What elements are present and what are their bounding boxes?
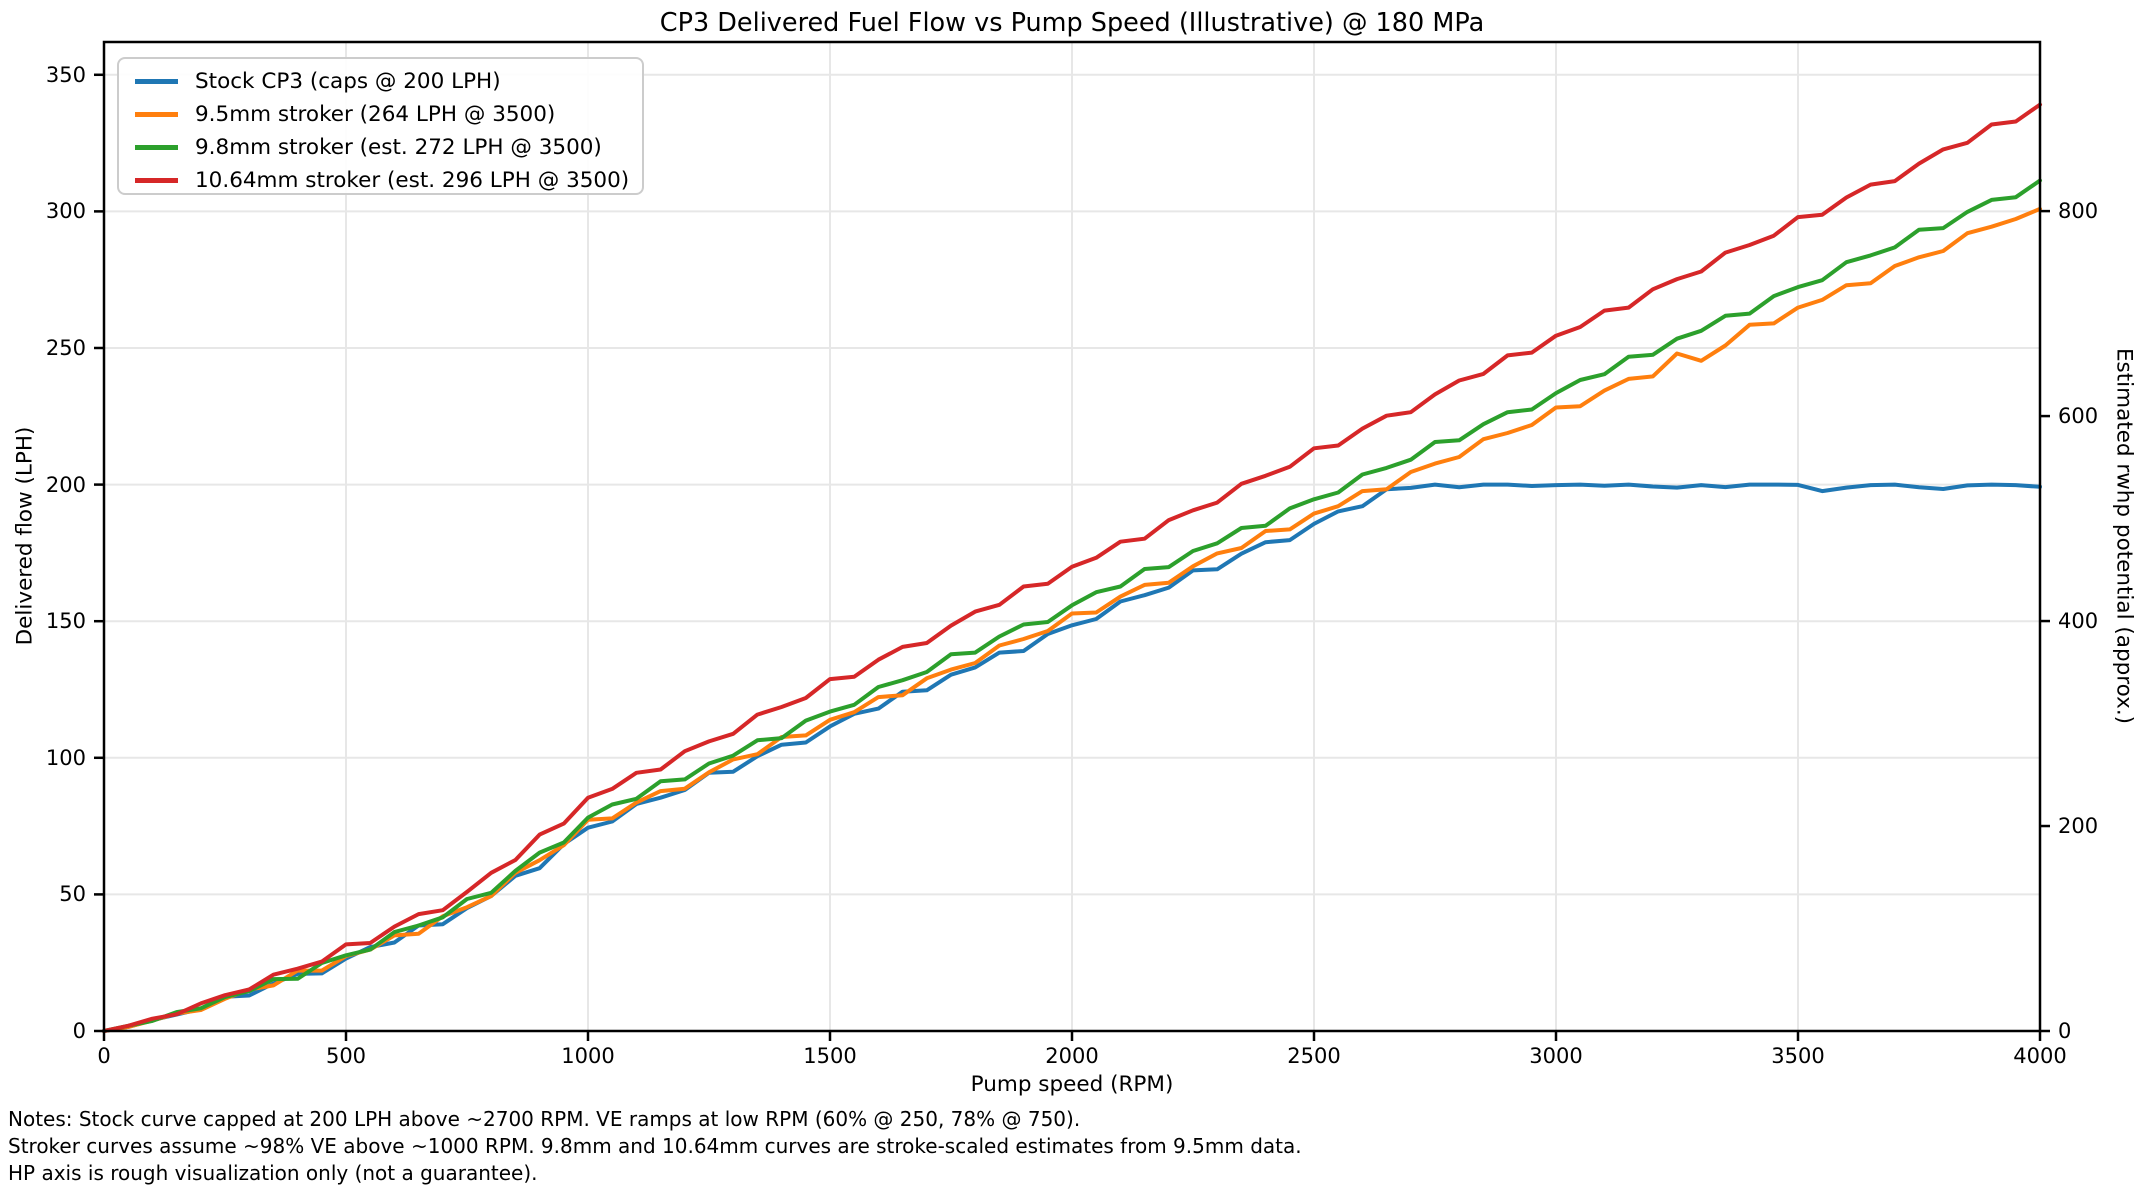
notes-block: Notes: Stock curve capped at 200 LPH abo… [8,1106,1302,1187]
y-tick-label-left: 150 [45,609,86,634]
notes-line-3: HP axis is rough visualization only (not… [8,1161,538,1185]
y-tick-label-right: 0 [2058,1019,2072,1043]
series-line-0 [102,482,2042,1033]
x-tick-label: 3000 [1529,1044,1583,1068]
x-tick-label: 1500 [803,1044,857,1068]
x-tick-label: 500 [325,1044,367,1068]
legend-line-10-64mm [135,178,178,183]
y-tick-label-right: 600 [2058,404,2099,429]
y-tick-label-right: 800 [2058,199,2099,224]
y-tick-label-left: 0 [72,1019,86,1043]
series-line-2 [102,178,2042,1033]
x-axis-label: Pump speed (RPM) [970,1072,1174,1097]
legend-label-9-8mm: 9.8mm stroker (est. 272 LPH @ 3500) [195,135,602,160]
series-line-1 [102,206,2042,1033]
legend-label-stock: Stock CP3 (caps @ 200 LPH) [195,69,501,94]
legend-item-9-8mm: 9.8mm stroker (est. 272 LPH @ 3500) [135,131,642,164]
legend-item-9-5mm: 9.5mm stroker (264 LPH @ 3500) [135,98,642,131]
x-tick-label: 1000 [561,1044,615,1068]
legend-line-9-5mm [135,112,178,117]
notes-line-2: Stroker curves assume ~98% VE above ~100… [8,1134,1302,1158]
axes-spines [102,40,2042,1033]
x-tick-label: 2000 [1045,1044,1099,1068]
legend-line-stock [135,79,178,84]
x-tick-label: 4000 [2013,1044,2067,1068]
series-line-3 [102,102,2042,1033]
x-tick-label: 3500 [1771,1044,1825,1068]
legend-item-10-64mm: 10.64mm stroker (est. 296 LPH @ 3500) [135,164,642,197]
legend-line-9-8mm [135,145,178,150]
chart-title: CP3 Delivered Fuel Flow vs Pump Speed (I… [659,8,1485,38]
y-tick-label-left: 100 [45,745,86,770]
x-tick-label: 0 [97,1044,111,1068]
y-tick-label-left: 300 [45,199,86,224]
legend-label-9-5mm: 9.5mm stroker (264 LPH @ 3500) [195,102,556,127]
x-tick-label: 2500 [1287,1044,1341,1068]
legend-label-10-64mm: 10.64mm stroker (est. 296 LPH @ 3500) [195,168,630,193]
y-tick-label-left: 250 [45,335,86,360]
legend: Stock CP3 (caps @ 200 LPH) 9.5mm stroker… [117,57,644,195]
notes-line-1: Notes: Stock curve capped at 200 LPH abo… [8,1107,1081,1131]
y-tick-label-left: 50 [59,882,86,907]
legend-item-stock: Stock CP3 (caps @ 200 LPH) [135,65,642,98]
y-tick-label-left: 200 [45,472,86,497]
y-tick-label-left: 350 [45,62,86,87]
y-tick-label-right: 200 [2058,814,2099,839]
y-tick-label-right: 400 [2058,609,2099,634]
